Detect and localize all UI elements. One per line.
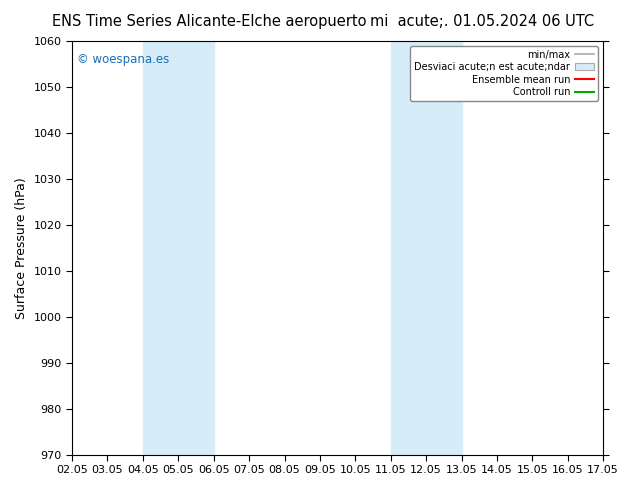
Text: © woespana.es: © woespana.es [77, 53, 170, 67]
Text: ENS Time Series Alicante-Elche aeropuerto: ENS Time Series Alicante-Elche aeropuert… [52, 14, 366, 29]
Bar [143, 41, 214, 455]
Legend: min/max, Desviaci acute;n est acute;ndar, Ensemble mean run, Controll run: min/max, Desviaci acute;n est acute;ndar… [410, 46, 598, 101]
Bar [391, 41, 462, 455]
Text: mi  acute;. 01.05.2024 06 UTC: mi acute;. 01.05.2024 06 UTC [370, 14, 594, 29]
Y-axis label: Surface Pressure (hPa): Surface Pressure (hPa) [15, 177, 28, 318]
